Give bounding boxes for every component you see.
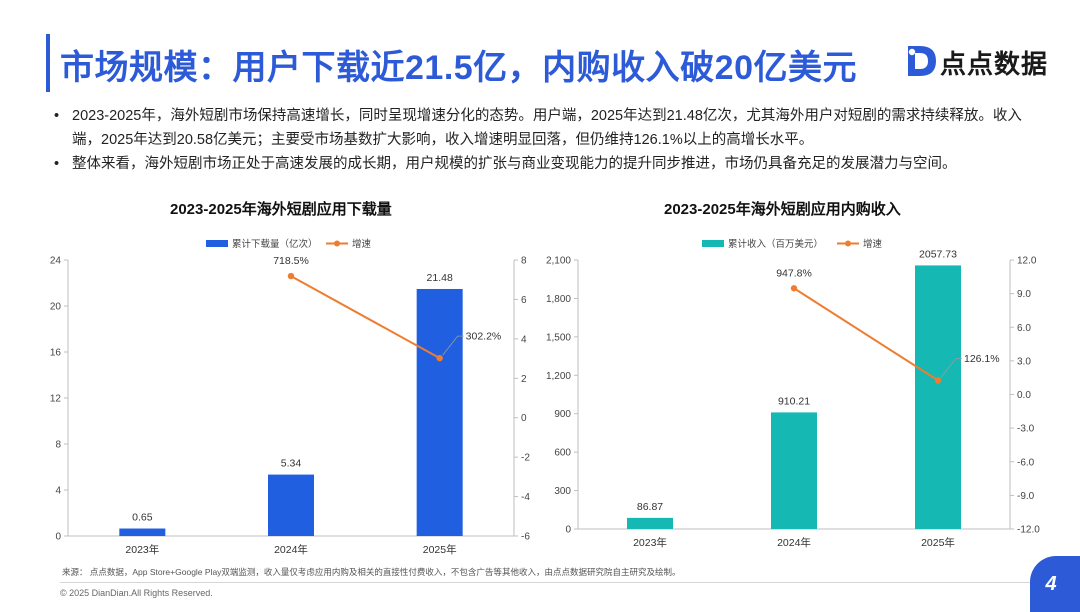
growth-line — [290, 275, 441, 360]
y2-tick-label: 9.0 — [1017, 289, 1031, 300]
growth-line — [793, 287, 939, 382]
y-tick-label: 300 — [554, 486, 571, 497]
y2-tick-label: -4 — [521, 492, 530, 503]
diandian-logo-icon — [908, 46, 936, 76]
legend-line-label: 增速 — [352, 238, 372, 250]
y2-tick-label: 6.0 — [1017, 323, 1031, 334]
bar — [627, 517, 673, 529]
revenue-chart: 累计收入（百万美元） 增速 0 300 600 900 1,200 1,500 1,800 2,1… — [546, 238, 1040, 549]
y2-tick-label: 3.0 — [1017, 356, 1031, 367]
y2-tick-label: 8 — [521, 256, 527, 267]
x-tick-label: 2023年 — [633, 536, 667, 549]
y-tick-label: 12 — [50, 394, 62, 405]
y-tick-label: 600 — [554, 448, 571, 459]
bar — [119, 528, 166, 536]
page-title: 市场规模：用户下载近21.5亿，内购收入破20亿美元 — [60, 49, 857, 87]
legend-line-label: 增速 — [863, 238, 883, 250]
bar — [416, 288, 463, 536]
legend-bar-label: 累计下载量（亿次） — [232, 238, 318, 250]
y-tick-label: 1,200 — [546, 371, 571, 382]
y2-tick-label: 0.0 — [1017, 390, 1031, 401]
growth-label-leader — [940, 357, 962, 378]
y-tick-label: 24 — [50, 256, 62, 267]
bar-data-label: 21.48 — [427, 272, 453, 284]
growth-point — [287, 272, 295, 280]
x-tick-label: 2024年 — [777, 536, 811, 549]
y2-tick-label: -12.0 — [1017, 525, 1040, 536]
y2-tick-label: -6.0 — [1017, 457, 1035, 468]
bar-data-label: 910.21 — [778, 395, 810, 407]
y-tick-label: 20 — [50, 302, 62, 313]
growth-data-label: 126.1% — [964, 353, 1000, 365]
bar-data-label: 5.34 — [281, 458, 302, 470]
legend-line-marker — [334, 240, 340, 247]
growth-point — [790, 285, 798, 292]
growth-label-leader — [442, 335, 464, 356]
logo-text: 点点数据 — [940, 49, 1049, 79]
legend-bar-swatch — [206, 240, 228, 247]
bar-data-label: 2057.73 — [919, 248, 957, 260]
summary-bullets: 2023-2025年，海外短剧市场保持高速增长，同时呈现增速分化的态势。用户端，… — [54, 104, 1044, 176]
page-number: 4 — [1030, 556, 1080, 612]
legend-bar-swatch — [702, 240, 724, 247]
source-note: 来源： 点点数据，App Store+Google Play双端监测，收入量仅考… — [62, 567, 681, 577]
y2-tick-label: 4 — [521, 334, 527, 345]
growth-data-label: 718.5% — [273, 255, 309, 267]
y2-tick-label: 12.0 — [1017, 256, 1037, 267]
bar — [915, 265, 961, 529]
x-tick-label: 2025年 — [423, 543, 457, 556]
y2-tick-label: 2 — [521, 374, 527, 385]
y-tick-label: 0 — [55, 532, 61, 543]
y-tick-label: 16 — [50, 348, 62, 359]
x-tick-label: 2024年 — [274, 543, 308, 556]
x-tick-label: 2023年 — [125, 543, 159, 556]
bullet-item: 整体来看，海外短剧市场正处于高速发展的成长期，用户规模的扩张与商业变现能力的提升… — [54, 152, 1044, 176]
bar — [771, 412, 817, 529]
y-tick-label: 2,100 — [546, 256, 571, 267]
x-tick-label: 2025年 — [921, 536, 955, 549]
y2-tick-label: -6 — [521, 532, 530, 543]
growth-point — [934, 377, 942, 384]
downloads-chart: 累计下载量（亿次） 增速04812162024-6-4-2024680.65202… — [50, 238, 530, 556]
y-tick-label: 0 — [565, 525, 571, 536]
y-tick-label: 1,500 — [546, 332, 571, 343]
chart-title-revenue: 2023-2025年海外短剧应用内购收入 — [664, 201, 901, 218]
legend-line-marker — [845, 240, 851, 247]
y2-tick-label: -9.0 — [1017, 491, 1035, 502]
y2-tick-label: 0 — [521, 413, 527, 424]
chart-title-downloads: 2023-2025年海外短剧应用下载量 — [170, 201, 392, 218]
legend-bar-label: 累计收入（百万美元） — [728, 238, 823, 250]
y-tick-label: 900 — [554, 409, 571, 420]
y-tick-label: 4 — [55, 486, 61, 497]
growth-data-label: 947.8% — [776, 267, 812, 279]
bar-data-label: 86.87 — [637, 501, 663, 513]
growth-data-label: 302.2% — [466, 331, 502, 343]
bar — [268, 474, 314, 536]
bullet-item: 2023-2025年，海外短剧市场保持高速增长，同时呈现增速分化的态势。用户端，… — [54, 104, 1044, 152]
title-accent-bar — [46, 34, 50, 92]
copyright: © 2025 DianDian.All Rights Reserved. — [60, 588, 213, 598]
y-tick-label: 1,800 — [546, 294, 571, 305]
y2-tick-label: -2 — [521, 453, 530, 464]
bar-data-label: 0.65 — [132, 512, 153, 524]
y-tick-label: 8 — [55, 440, 61, 451]
y2-tick-label: -3.0 — [1017, 424, 1035, 435]
growth-point — [436, 354, 443, 362]
y2-tick-label: 6 — [521, 295, 527, 306]
footer-divider — [60, 582, 1030, 583]
